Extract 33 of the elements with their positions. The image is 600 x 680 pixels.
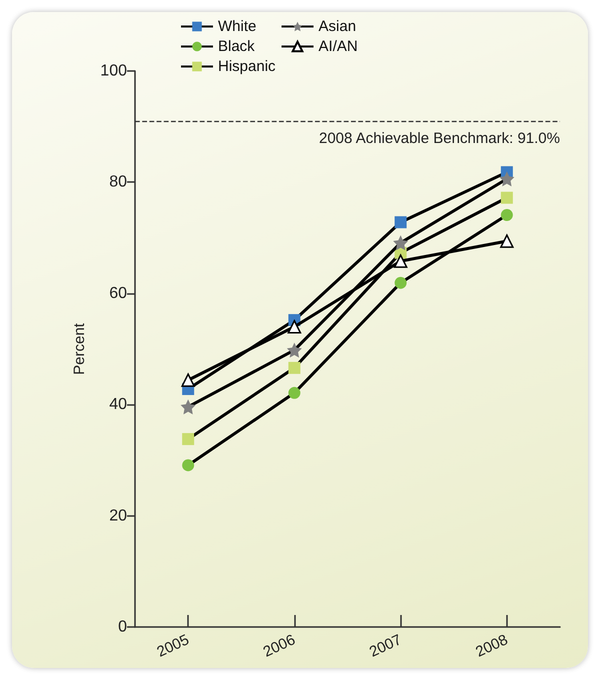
point [180,399,196,414]
ref-line-label: 2008 Achievable Benchmark: 91.0% [319,130,560,148]
point [182,459,194,472]
legend-label: Black [218,38,256,55]
point [500,234,514,248]
point [394,276,407,289]
point [288,362,300,374]
point [288,386,300,399]
y-tick-label: 100 [100,62,128,80]
legend-label: White [218,18,256,35]
x-tick-label: 2007 [366,631,404,661]
x-tick-label: 2008 [473,631,510,661]
point [394,216,407,228]
x-tick-label: 2005 [154,631,192,661]
y-tick-label: 60 [109,284,128,302]
y-tick-label: 80 [109,174,128,191]
point [288,320,302,334]
y-tick-label: 20 [109,507,128,524]
point [394,254,408,268]
y-tick-label: 40 [109,396,128,414]
legend-label: Hispanic [218,58,276,75]
y-axis-title: Percent [71,322,88,375]
point [500,192,513,204]
x-tick-label: 2006 [260,631,298,661]
y-tick-label: 0 [118,618,128,636]
point [286,342,302,358]
point [182,433,194,446]
legend-label: Asian [318,18,356,35]
point [181,373,195,387]
point [393,235,408,250]
point [499,171,514,186]
point [500,209,513,221]
legend-label: AI/AN [318,38,358,55]
